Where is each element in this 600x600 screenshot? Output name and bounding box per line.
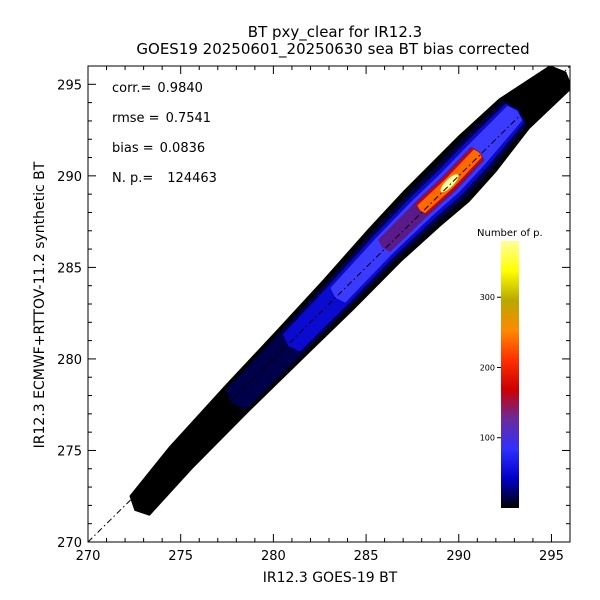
stat-line: corr.= 0.9840 [112,81,203,96]
y-tick-label: 270 [57,536,82,551]
y-tick-label: 280 [57,353,82,368]
colorbar-gradient [501,241,519,508]
y-tick-label: 275 [57,444,82,459]
x-tick-label: 285 [354,549,379,564]
stats-annotations: corr.= 0.9840 rmse = 0.7541 bias = 0.0836 N. p… [112,81,217,186]
density-peak [440,174,459,193]
stat-value: 0.0836 [160,141,206,156]
one-to-one-line [88,66,570,542]
x-tick-label: 280 [261,549,286,564]
stat-line: N. p.= 124463 [112,171,217,186]
colorbar-tick-label: 100 [480,434,495,443]
x-tick-label: 275 [168,549,193,564]
stat-line: rmse = 0.7541 [112,111,211,126]
y-tick-label: 285 [57,261,82,276]
stat-line: bias = 0.0836 [112,141,205,156]
stat-value: 0.7541 [166,111,212,126]
stat-label: corr.= [112,81,151,96]
chart-title: BT pxy_clear for IR12.3 [248,23,422,42]
colorbar: Number of p. 100 200 300 [477,228,543,508]
colorbar-tick-label: 300 [480,293,495,302]
y-axis-label: IR12.3 ECMWF+RTTOV-11.2 synthetic BT [32,161,48,448]
y-tick-label: 295 [57,78,82,93]
stat-value: 0.9840 [157,81,203,96]
plot-area [88,66,570,542]
stat-label: N. p.= [112,171,153,186]
colorbar-tick-label: 200 [480,363,495,372]
y-axis: 270 275 280 285 290 295 [57,65,570,551]
chart-subtitle: GOES19 20250601_20250630 sea BT bias cor… [136,40,529,59]
x-axis: 270 275 280 285 290 295 [76,66,571,564]
y-tick-label: 290 [57,170,82,185]
colorbar-title: Number of p. [477,228,543,239]
x-tick-label: 295 [539,549,564,564]
stat-label: bias = [112,141,154,156]
density-cloud [129,66,570,516]
x-tick-label: 290 [446,549,471,564]
stat-label: rmse = [112,111,160,126]
x-axis-label: IR12.3 GOES-19 BT [263,570,398,586]
stat-value: 124463 [167,171,217,186]
x-tick-label: 270 [76,549,101,564]
